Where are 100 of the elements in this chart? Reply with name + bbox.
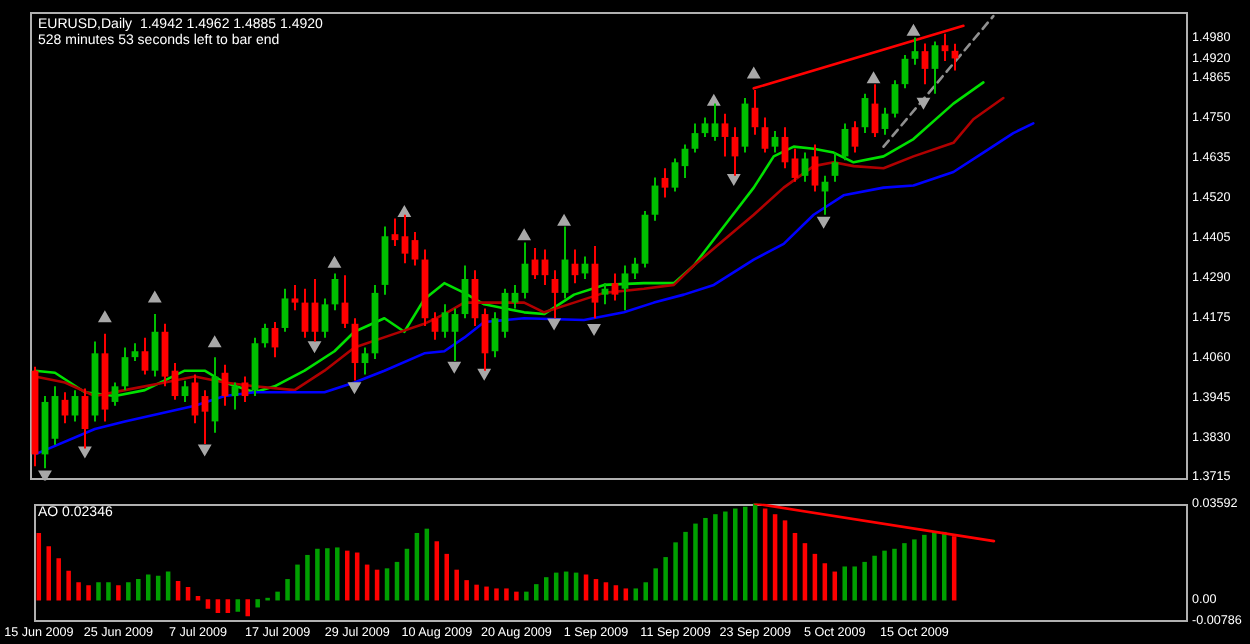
- candlestick: [691, 122, 699, 154]
- point: [917, 97, 930, 109]
- point: [727, 173, 740, 185]
- candlestick: [721, 112, 729, 158]
- point: [587, 323, 601, 335]
- candlestick: [891, 79, 899, 119]
- point: [328, 256, 341, 268]
- point: [448, 361, 461, 373]
- candlestick: [391, 217, 399, 247]
- bar: [235, 599, 241, 612]
- candlestick: [831, 151, 839, 183]
- bar: [653, 568, 658, 601]
- candlestick: [611, 272, 619, 302]
- candlestick: [411, 231, 419, 267]
- bar: [733, 508, 738, 601]
- point: [38, 470, 52, 481]
- bar: [693, 523, 698, 601]
- bar: [912, 539, 917, 601]
- bar: [56, 558, 61, 601]
- bar: [86, 585, 91, 601]
- bar: [663, 557, 668, 601]
- bar: [454, 569, 459, 601]
- candlestick: [911, 36, 919, 66]
- bar: [494, 588, 499, 601]
- bar: [484, 586, 489, 601]
- bar: [46, 546, 51, 601]
- bar: [882, 550, 887, 601]
- bar: [325, 548, 330, 601]
- bar: [862, 561, 867, 601]
- candlestick: [231, 381, 239, 411]
- point: [557, 214, 571, 226]
- bar: [902, 543, 907, 601]
- bar: [504, 588, 509, 601]
- point: [98, 311, 112, 323]
- point: [478, 368, 491, 380]
- point: [148, 291, 161, 303]
- point: [198, 444, 211, 456]
- bar: [335, 547, 340, 601]
- point: [78, 446, 92, 458]
- point: [747, 67, 760, 79]
- bar: [136, 579, 141, 601]
- candlestick: [141, 336, 149, 376]
- bar: [145, 574, 151, 601]
- candlestick: [441, 303, 449, 339]
- candlestick: [511, 283, 519, 310]
- bar: [96, 582, 101, 601]
- bar: [872, 555, 877, 601]
- point: [867, 72, 880, 84]
- point: [348, 382, 361, 394]
- bar: [315, 548, 320, 601]
- candlestick: [181, 379, 189, 403]
- candlestick: [321, 297, 329, 339]
- candlestick: [701, 116, 709, 138]
- bar: [922, 534, 927, 601]
- bar: [126, 582, 131, 601]
- bar: [673, 542, 678, 601]
- candlestick: [201, 389, 209, 445]
- bar: [852, 566, 857, 601]
- point: [517, 229, 531, 241]
- bar: [255, 599, 260, 608]
- candlestick: [601, 282, 609, 306]
- bar: [534, 584, 539, 601]
- candlestick: [241, 375, 249, 403]
- bar: [514, 591, 519, 601]
- candlestick: [921, 42, 929, 86]
- candlestick: [111, 381, 119, 407]
- candlestick: [281, 287, 289, 333]
- candlestick: [661, 167, 669, 199]
- candlestick: [771, 130, 779, 154]
- candlestick: [291, 283, 299, 312]
- bar: [106, 582, 111, 601]
- point: [398, 206, 411, 218]
- bar: [683, 531, 688, 601]
- point: [907, 24, 920, 36]
- bar: [245, 599, 250, 617]
- bar: [723, 511, 728, 601]
- bar: [76, 582, 81, 601]
- candlestick: [801, 151, 809, 183]
- candlestick: [761, 116, 769, 154]
- point: [817, 216, 830, 228]
- bar: [643, 582, 648, 601]
- point: [208, 336, 221, 348]
- candlestick: [811, 143, 819, 193]
- bar: [464, 580, 469, 601]
- candlestick: [791, 147, 799, 183]
- candlestick: [621, 264, 629, 312]
- bar: [524, 591, 529, 601]
- bar: [892, 548, 897, 601]
- candlestick: [361, 346, 369, 376]
- candlestick: [671, 157, 679, 193]
- bar: [285, 579, 290, 601]
- bar: [444, 553, 449, 601]
- candlestick: [431, 311, 439, 341]
- bar: [295, 564, 300, 601]
- bar: [205, 599, 211, 609]
- bar: [703, 517, 708, 601]
- bar: [932, 531, 937, 601]
- point: [308, 341, 321, 353]
- candlestick: [941, 32, 949, 62]
- bar: [116, 585, 121, 601]
